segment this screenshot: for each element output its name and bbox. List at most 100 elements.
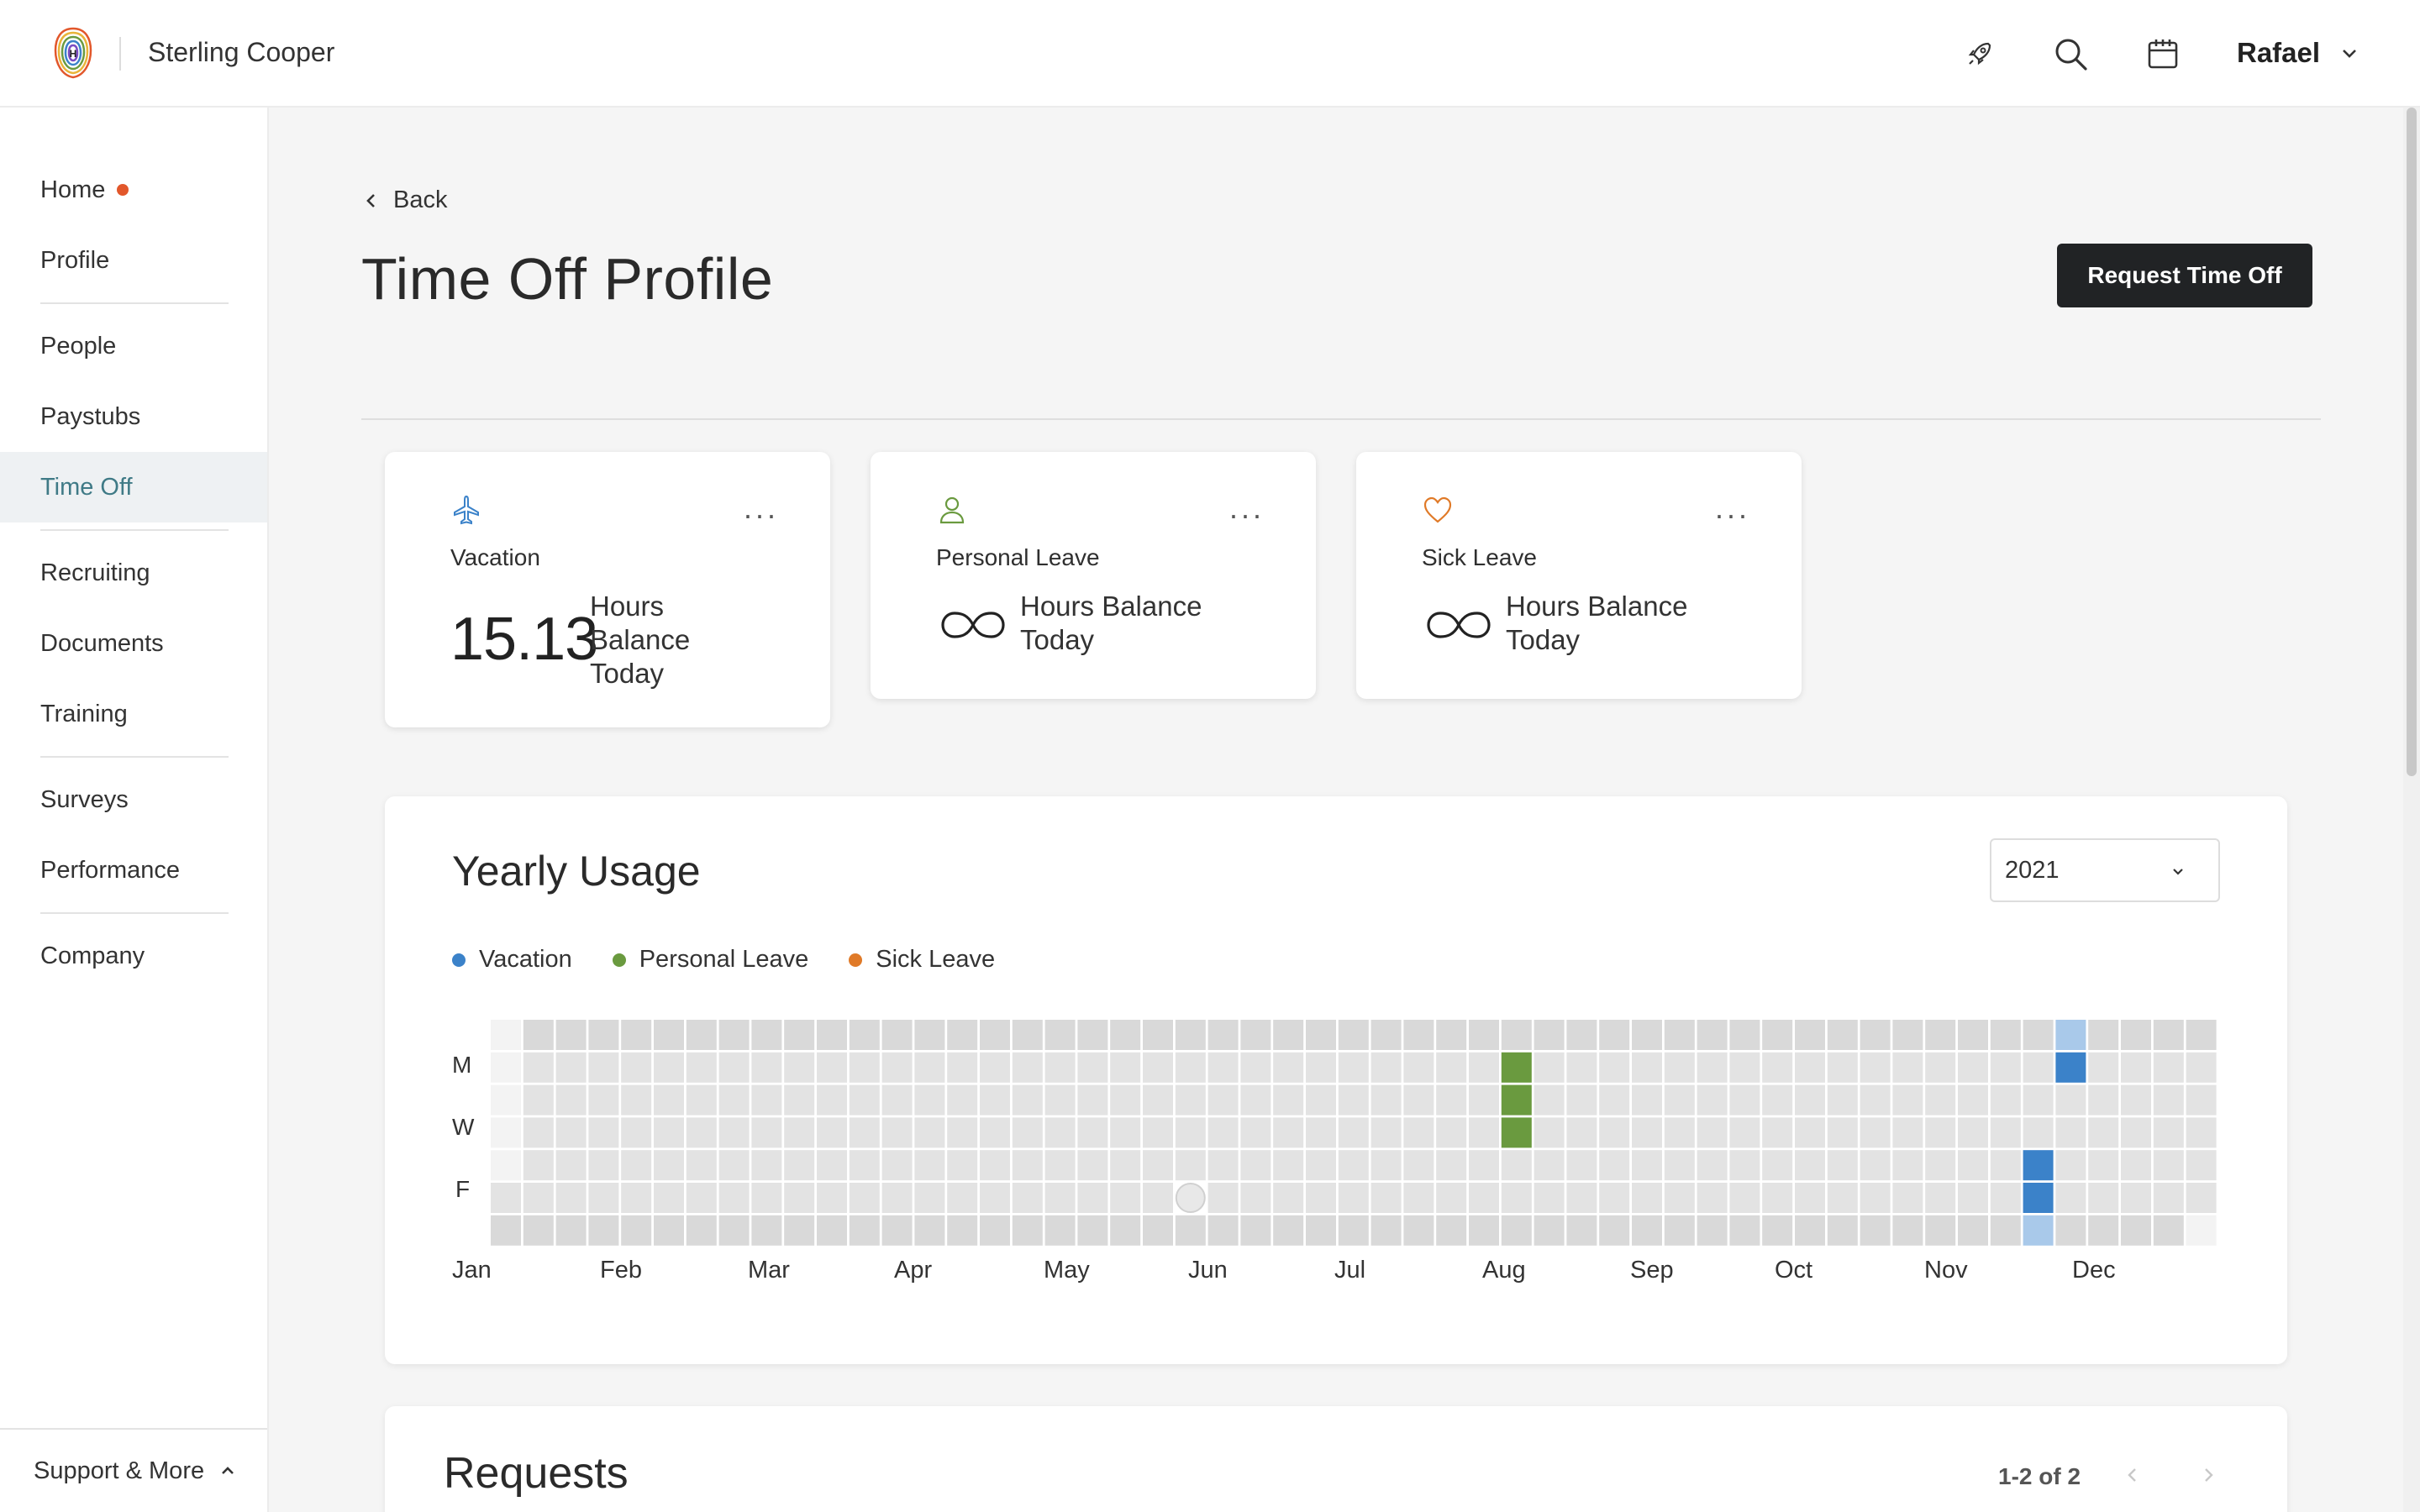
heatmap-day-cell[interactable] (980, 1117, 1010, 1148)
heatmap-day-cell[interactable] (1860, 1215, 1891, 1246)
heatmap-day-cell[interactable] (1370, 1084, 1402, 1116)
heatmap-day-cell[interactable] (947, 1117, 978, 1148)
heatmap-day-cell[interactable] (1273, 1052, 1304, 1083)
heatmap-day-cell[interactable] (1436, 1020, 1467, 1050)
heatmap-day-cell[interactable] (555, 1183, 587, 1213)
heatmap-day-cell[interactable] (1892, 1183, 1923, 1213)
heatmap-day-cell[interactable] (1697, 1020, 1728, 1050)
heatmap-day-cell[interactable] (1599, 1215, 1630, 1246)
chevron-right-icon[interactable] (2200, 1465, 2217, 1485)
heatmap-day-cell[interactable] (2153, 1020, 2184, 1050)
heatmap-day-cell[interactable] (1925, 1183, 1956, 1213)
heatmap-day-cell[interactable] (588, 1150, 619, 1181)
heatmap-day-cell[interactable] (1762, 1084, 1793, 1116)
heatmap-day-cell-vacation_light[interactable] (2055, 1020, 2086, 1050)
heatmap-day-cell[interactable] (1175, 1150, 1206, 1181)
heatmap-day-cell[interactable] (2121, 1117, 2151, 1148)
heatmap-day-cell[interactable] (1240, 1150, 1271, 1181)
user-menu-name[interactable]: Rafael (2237, 37, 2321, 68)
heatmap-day-cell[interactable] (1306, 1084, 1336, 1116)
heatmap-day-cell[interactable] (654, 1052, 684, 1083)
sidebar-item-surveys[interactable]: Surveys (0, 764, 267, 835)
heatmap-day-cell[interactable] (588, 1117, 619, 1148)
heatmap-day-cell[interactable] (1306, 1117, 1336, 1148)
sidebar-item-home[interactable]: Home (0, 155, 267, 225)
heatmap-day-cell[interactable] (751, 1183, 782, 1213)
heatmap-day-cell[interactable] (1566, 1117, 1597, 1148)
heatmap-day-cell-vacation[interactable] (2023, 1150, 2054, 1181)
heatmap-day-cell[interactable] (2186, 1117, 2217, 1148)
heatmap-day-cell[interactable] (1795, 1215, 1825, 1246)
heatmap-day-cell[interactable] (1697, 1052, 1728, 1083)
heatmap-day-cell[interactable] (1795, 1183, 1825, 1213)
heatmap-day-cell[interactable] (1403, 1150, 1434, 1181)
heatmap-day-cell[interactable] (1892, 1215, 1923, 1246)
heatmap-day-cell[interactable] (1762, 1020, 1793, 1050)
heatmap-day-cell[interactable] (1044, 1052, 1076, 1083)
heatmap-day-cell[interactable] (1436, 1117, 1467, 1148)
heatmap-day-cell[interactable] (686, 1084, 717, 1116)
heatmap-day-cell[interactable] (1370, 1117, 1402, 1148)
heatmap-day-cell[interactable] (1501, 1215, 1532, 1246)
heatmap-day-cell[interactable] (1534, 1215, 1565, 1246)
heatmap-day-cell[interactable] (1534, 1117, 1565, 1148)
heatmap-day-cell[interactable] (980, 1215, 1010, 1246)
heatmap-day-cell[interactable] (784, 1020, 815, 1050)
sidebar-item-documents[interactable]: Documents (0, 608, 267, 679)
heatmap-day-cell[interactable] (1207, 1020, 1239, 1050)
heatmap-day-cell[interactable] (1795, 1150, 1825, 1181)
heatmap-day-cell[interactable] (1599, 1020, 1630, 1050)
heatmap-day-cell[interactable] (1664, 1117, 1695, 1148)
heatmap-day-cell[interactable] (2088, 1117, 2119, 1148)
heatmap-day-cell[interactable] (1044, 1084, 1076, 1116)
heatmap-day-cell[interactable] (1273, 1183, 1304, 1213)
heatmap-day-cell[interactable] (1729, 1052, 1760, 1083)
heatmap-day-cell[interactable] (654, 1215, 684, 1246)
heatmap-day-cell[interactable] (1860, 1084, 1891, 1116)
heatmap-day-cell[interactable] (718, 1117, 750, 1148)
heatmap-day-cell[interactable] (1110, 1052, 1141, 1083)
heatmap-day-cell[interactable] (621, 1020, 652, 1050)
heatmap-day-cell[interactable] (1795, 1084, 1825, 1116)
sidebar-item-profile[interactable]: Profile (0, 225, 267, 296)
heatmap-day-cell[interactable] (654, 1183, 684, 1213)
heatmap-day-cell[interactable] (2088, 1183, 2119, 1213)
heatmap-day-cell[interactable] (1632, 1215, 1662, 1246)
heatmap-day-cell[interactable] (2121, 1215, 2151, 1246)
heatmap-day-cell[interactable] (1729, 1215, 1760, 1246)
heatmap-day-cell[interactable] (849, 1117, 880, 1148)
heatmap-day-cell[interactable] (2055, 1150, 2086, 1181)
heatmap-day-cell[interactable] (1925, 1117, 1956, 1148)
heatmap-day-cell-personal[interactable] (1501, 1052, 1532, 1083)
heatmap-day-cell[interactable] (1501, 1150, 1532, 1181)
heatmap-day-cell[interactable] (914, 1183, 945, 1213)
heatmap-day-cell[interactable] (751, 1084, 782, 1116)
sidebar-item-training[interactable]: Training (0, 679, 267, 749)
heatmap-day-cell[interactable] (784, 1150, 815, 1181)
heatmap-day-cell[interactable] (817, 1150, 847, 1181)
heatmap-day-cell[interactable] (980, 1150, 1010, 1181)
heatmap-day-cell[interactable] (1762, 1150, 1793, 1181)
heatmap-day-cell[interactable] (621, 1183, 652, 1213)
heatmap-day-cell[interactable] (1990, 1052, 2021, 1083)
heatmap-day-cell[interactable] (1370, 1215, 1402, 1246)
heatmap-day-cell[interactable] (1958, 1052, 1988, 1083)
heatmap-day-cell[interactable] (1827, 1084, 1858, 1116)
heatmap-day-cell[interactable] (751, 1020, 782, 1050)
heatmap-day-cell[interactable] (1469, 1020, 1499, 1050)
heatmap-day-cell[interactable] (1697, 1117, 1728, 1148)
heatmap-day-cell[interactable] (1925, 1052, 1956, 1083)
heatmap-day-cell[interactable] (1436, 1052, 1467, 1083)
sidebar-item-time-off[interactable]: Time Off (0, 452, 267, 522)
heatmap-day-cell[interactable] (1827, 1183, 1858, 1213)
heatmap-day-cell[interactable] (947, 1215, 978, 1246)
heatmap-day-cell[interactable] (1762, 1117, 1793, 1148)
heatmap-day-cell[interactable] (849, 1215, 880, 1246)
heatmap-day-cell[interactable] (1240, 1117, 1271, 1148)
heatmap-day-cell[interactable] (523, 1020, 554, 1050)
heatmap-day-cell[interactable] (1632, 1150, 1662, 1181)
sidebar-item-performance[interactable]: Performance (0, 835, 267, 906)
heatmap-day-cell[interactable] (1599, 1150, 1630, 1181)
heatmap-day-cell[interactable] (2186, 1150, 2217, 1181)
heatmap-day-cell[interactable] (555, 1020, 587, 1050)
